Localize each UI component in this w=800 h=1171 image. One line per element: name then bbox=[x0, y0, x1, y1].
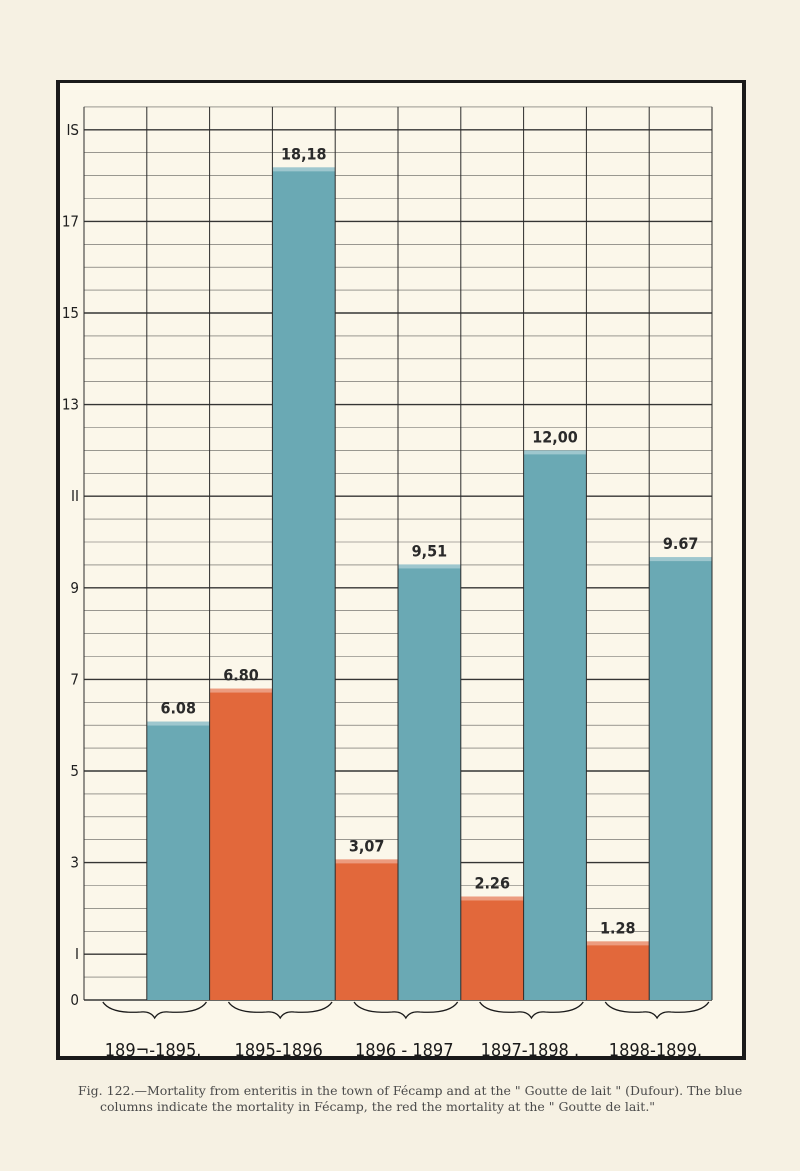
data-label-fecamp-5: 9.67 bbox=[663, 534, 699, 553]
data-label-fecamp-1: 6.08 bbox=[160, 699, 196, 718]
x-axis-period-labels: 189¬-1895. 1895-1896 1896 - 1897 1897-1898 … bbox=[105, 1040, 702, 1061]
period-label-4: 1897-1898 . bbox=[481, 1040, 580, 1061]
data-label-goutte_de_lait-2: 3,07 bbox=[349, 836, 385, 855]
period-label-2: 1895-1896 bbox=[235, 1040, 323, 1061]
data-label-goutte_de_lait-4: 1.28 bbox=[600, 918, 636, 937]
data-label-goutte_de_lait-3: 2.26 bbox=[474, 873, 510, 892]
bar-cap-fecamp-4 bbox=[523, 450, 587, 455]
y-tick-label-3: 3 bbox=[70, 854, 79, 872]
bar-cap-fecamp-3 bbox=[398, 564, 461, 569]
data-label-fecamp-4: 12,00 bbox=[532, 427, 578, 446]
column-dividers bbox=[83, 106, 713, 1000]
y-tick-label-II: II bbox=[71, 487, 79, 505]
data-labels: 6.08 6.80 18,18 3,07 9,51 2.26 12,00 1.28 9.67 bbox=[160, 144, 698, 937]
period-brace-3 bbox=[353, 1001, 459, 1020]
bar-cap-fecamp-2 bbox=[272, 167, 336, 172]
data-label-fecamp-3: 9,51 bbox=[412, 541, 448, 560]
bar-goutte_de_lait-2 bbox=[335, 859, 398, 1000]
bar-fecamp-5 bbox=[649, 557, 712, 1000]
y-tick-label-I: I bbox=[75, 945, 79, 963]
period-brace-4 bbox=[479, 1001, 584, 1020]
y-tick-label-9: 9 bbox=[70, 579, 79, 597]
bar-fecamp-1 bbox=[146, 721, 210, 1000]
period-label-3: 1896 - 1897 bbox=[355, 1040, 454, 1061]
period-label-5: 1898-1899. bbox=[609, 1040, 702, 1061]
y-axis-ticks: 0 I 3 5 7 9 II 13 15 17 IS bbox=[62, 121, 79, 1009]
bar-fecamp-3 bbox=[398, 564, 461, 1000]
caption-line-1: Fig. 122.—Mortality from enteritis in th… bbox=[78, 1083, 743, 1098]
bar-fecamp-4 bbox=[523, 450, 587, 1000]
period-label-1: 189¬-1895. bbox=[105, 1040, 202, 1061]
period-brace-2 bbox=[227, 1001, 333, 1020]
bar-cap-goutte_de_lait-2 bbox=[335, 859, 398, 864]
bars bbox=[146, 167, 712, 1000]
bar-cap-fecamp-1 bbox=[146, 721, 210, 726]
bar-cap-fecamp-5 bbox=[649, 557, 712, 562]
data-label-fecamp-2: 18,18 bbox=[281, 144, 327, 163]
bar-fecamp-2 bbox=[272, 167, 336, 1000]
y-tick-label-17: 17 bbox=[62, 212, 79, 230]
caption-line-2: columns indicate the mortality in Fécamp… bbox=[100, 1099, 656, 1114]
y-tick-label-IS: IS bbox=[66, 121, 79, 139]
period-brace-1 bbox=[102, 1001, 208, 1020]
bar-goutte_de_lait-4 bbox=[586, 941, 650, 1000]
y-tick-label-0: 0 bbox=[70, 991, 79, 1009]
data-label-goutte_de_lait-1: 6.80 bbox=[223, 666, 259, 685]
figure-caption: Fig. 122.—Mortality from enteritis in th… bbox=[78, 1083, 778, 1115]
y-tick-label-13: 13 bbox=[62, 396, 79, 414]
bar-cap-goutte_de_lait-1 bbox=[209, 688, 273, 693]
y-tick-label-5: 5 bbox=[70, 762, 79, 780]
y-tick-label-15: 15 bbox=[62, 304, 79, 322]
bar-goutte_de_lait-1 bbox=[209, 688, 273, 1000]
y-tick-label-7: 7 bbox=[70, 670, 79, 688]
bar-cap-goutte_de_lait-4 bbox=[586, 941, 650, 946]
period-brace-5 bbox=[604, 1001, 710, 1020]
bar-cap-goutte_de_lait-3 bbox=[460, 896, 524, 901]
period-braces bbox=[102, 1001, 710, 1020]
bar-goutte_de_lait-3 bbox=[460, 896, 524, 1000]
